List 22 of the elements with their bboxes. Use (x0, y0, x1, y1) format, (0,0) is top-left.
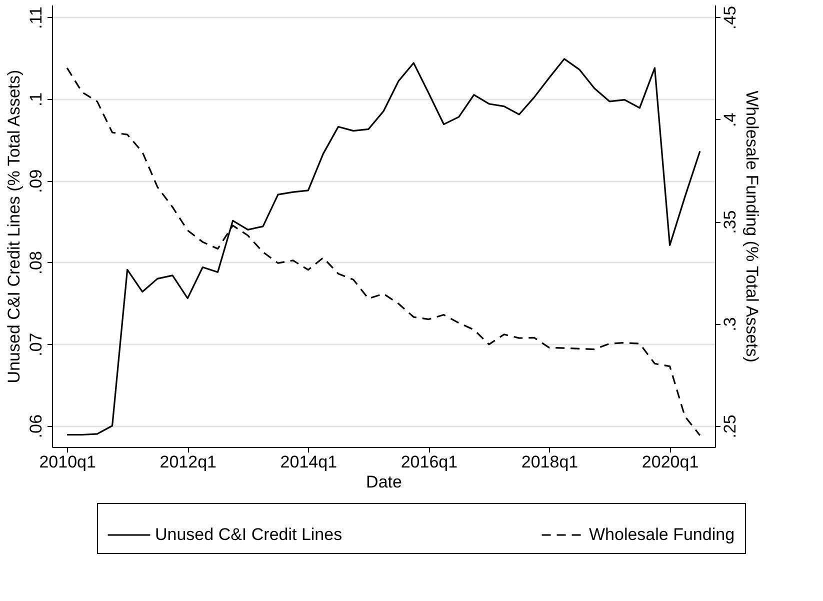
y2-tick-label: .3 (720, 317, 740, 332)
y2-tick-label: .35 (720, 210, 740, 234)
y-axis-title: Unused C&I Credit Lines (% Total Assets) (4, 70, 24, 384)
x-tick-label: 2010q1 (39, 452, 96, 472)
y-tick-label: .1 (26, 92, 46, 107)
y-tick-label: .06 (26, 414, 46, 438)
y-tick-label: .09 (26, 169, 46, 193)
x-tick-label: 2016q1 (400, 452, 458, 472)
x-axis-title: Date (366, 472, 402, 492)
y2-tick-label: .45 (720, 6, 740, 30)
y2-axis-title: Wholesale Funding (% Total Assets) (742, 90, 762, 362)
y2-tick-label: .25 (720, 414, 740, 438)
y2-tick-label: .4 (720, 112, 740, 128)
x-tick-label: 2014q1 (280, 452, 338, 472)
x-tick-label: 2012q1 (160, 452, 216, 472)
legend-label: Unused C&I Credit Lines (155, 525, 342, 544)
x-tick-label: 2018q1 (521, 452, 578, 472)
y-tick-label: .08 (26, 251, 46, 275)
x-tick-label: 2020q1 (642, 452, 699, 472)
y-tick-label: .11 (26, 6, 46, 29)
legend-label: Wholesale Funding (589, 525, 735, 544)
y-tick-label: .07 (26, 332, 46, 356)
